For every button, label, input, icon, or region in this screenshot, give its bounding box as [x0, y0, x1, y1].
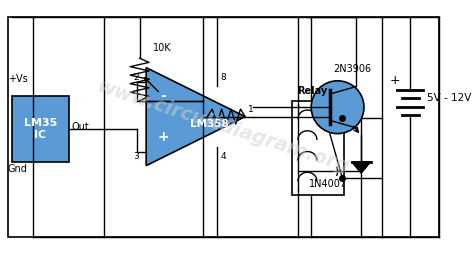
Text: LM358: LM358	[190, 119, 229, 129]
Text: 4: 4	[221, 152, 226, 161]
Text: 5V - 12V: 5V - 12V	[427, 93, 472, 103]
Text: Gnd: Gnd	[8, 164, 27, 174]
Text: Relay: Relay	[297, 86, 327, 96]
Polygon shape	[352, 162, 371, 173]
Text: 1: 1	[248, 105, 254, 114]
Text: 10K: 10K	[153, 43, 172, 53]
Text: Out: Out	[72, 122, 90, 132]
Bar	[12, 96, 69, 162]
Text: 2N3906: 2N3906	[333, 65, 371, 74]
Text: -: -	[160, 89, 166, 103]
Text: +Vs: +Vs	[8, 74, 27, 84]
Text: LM35
IC: LM35 IC	[24, 118, 57, 140]
Text: +: +	[390, 74, 401, 87]
Text: 1N4007: 1N4007	[309, 179, 347, 189]
Text: 2: 2	[133, 73, 138, 82]
Circle shape	[311, 81, 364, 134]
Text: 8: 8	[220, 73, 226, 82]
Text: 3: 3	[133, 152, 138, 161]
Polygon shape	[146, 68, 245, 166]
Bar	[292, 101, 344, 195]
Text: +: +	[157, 130, 169, 144]
Text: www.circuitdiagram.org: www.circuitdiagram.org	[95, 77, 352, 177]
